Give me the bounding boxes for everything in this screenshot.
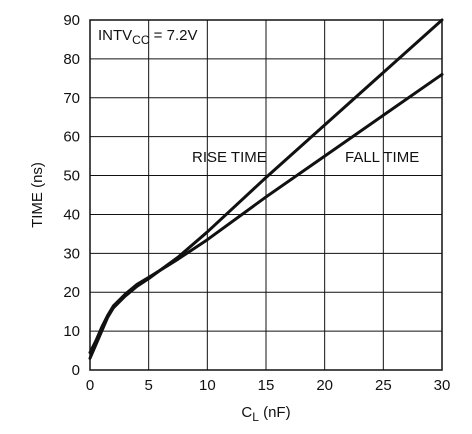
x-tick-label: 0: [86, 377, 94, 394]
y-tick-label: 50: [63, 168, 80, 185]
y-axis-label: TIME (ns): [29, 162, 46, 228]
y-tick-label: 70: [63, 90, 80, 107]
x-tick-label: 25: [375, 377, 392, 394]
x-tick-label: 30: [434, 377, 451, 394]
x-tick-label: 15: [258, 377, 275, 394]
y-tick-label: 20: [63, 284, 80, 301]
y-tick-label: 90: [63, 12, 80, 29]
x-tick-label: 5: [144, 377, 152, 394]
series-line-fall-time: [88, 72, 444, 354]
grid: [89, 19, 443, 371]
x-tick-label: 20: [316, 377, 333, 394]
y-tick-label: 60: [63, 129, 80, 146]
y-tick-label: 10: [63, 323, 80, 340]
series-label-rise-time: RISE TIME: [192, 149, 267, 166]
condition-annotation: INTVCC = 7.2V: [98, 27, 197, 47]
plot-frame: [89, 19, 443, 371]
series-group: [88, 18, 444, 360]
y-tick-label: 40: [63, 206, 80, 223]
x-axis-label: CL (nF): [241, 404, 290, 424]
y-tick-label: 80: [63, 51, 80, 68]
y-tick-label: 0: [72, 362, 80, 379]
y-tick-label: 30: [63, 245, 80, 262]
series-label-fall-time: FALL TIME: [345, 149, 419, 166]
tick-labels: 0 5 10 15 20 25 30 0 10 20 30 40 50 60 70 80 90: [63, 12, 450, 394]
x-tick-label: 10: [199, 377, 216, 394]
